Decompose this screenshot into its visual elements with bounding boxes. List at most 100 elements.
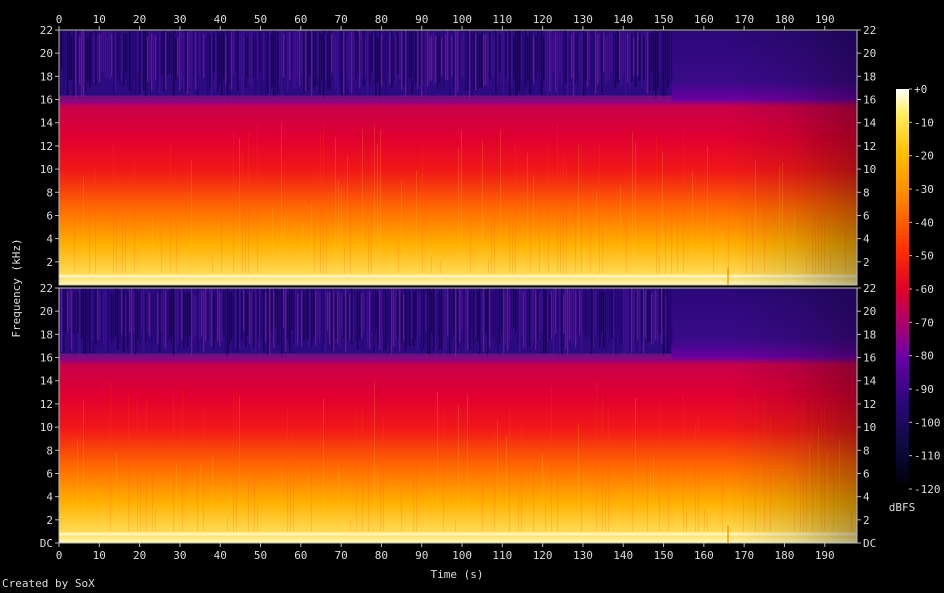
noise-stripe <box>441 289 443 349</box>
noise-stripe <box>347 37 349 78</box>
noise-stripe <box>249 291 251 344</box>
noise-stripe <box>429 36 431 81</box>
noise-stripe <box>637 31 639 76</box>
noise-stripe <box>485 35 487 85</box>
streak <box>308 475 309 532</box>
noise-stripe <box>193 294 195 339</box>
x-tick-label: 70 <box>334 549 347 562</box>
noise-stripe <box>547 30 549 96</box>
x-tick-label-top: 160 <box>694 13 714 26</box>
streak <box>335 137 336 274</box>
noise-stripe <box>527 36 529 81</box>
streak <box>380 460 381 532</box>
noise-stripe <box>629 31 631 89</box>
noise-stripe <box>635 291 637 345</box>
x-tick-label-top: 90 <box>415 13 428 26</box>
noise-stripe <box>275 288 277 328</box>
noise-stripe <box>115 31 117 93</box>
noise-stripe <box>91 31 93 86</box>
noise-stripe <box>269 288 271 354</box>
streak <box>83 400 84 532</box>
noise-stripe <box>367 30 369 94</box>
noise-stripe <box>223 290 225 335</box>
noise-stripe <box>519 288 521 355</box>
noise-stripe <box>555 32 557 92</box>
noise-stripe <box>313 288 315 337</box>
noise-stripe <box>363 30 365 86</box>
noise-stripe <box>75 30 77 98</box>
noise-stripe <box>255 288 257 353</box>
noise-stripe <box>399 289 401 352</box>
noise-stripe <box>205 288 207 342</box>
streak <box>374 381 375 532</box>
noise-stripe <box>143 289 145 352</box>
noise-stripe <box>477 32 479 90</box>
noise-stripe <box>489 289 491 348</box>
noise-stripe <box>667 31 669 88</box>
noise-stripe <box>471 288 473 328</box>
noise-stripe <box>593 288 595 350</box>
streak <box>602 395 603 532</box>
noise-stripe <box>385 30 387 99</box>
streak <box>161 218 162 274</box>
streak <box>530 184 531 274</box>
noise-stripe <box>85 31 87 92</box>
noise-stripe <box>587 30 589 87</box>
noise-stripe <box>191 288 193 357</box>
x-tick-label: 170 <box>734 549 754 562</box>
streak <box>548 143 549 274</box>
noise-stripe <box>209 34 211 89</box>
noise-stripe <box>451 293 453 341</box>
streak <box>86 257 87 274</box>
noise-stripe <box>245 33 247 88</box>
noise-stripe <box>635 30 637 88</box>
streak <box>596 381 597 532</box>
streak <box>482 481 483 532</box>
noise-stripe <box>411 32 413 94</box>
noise-stripe <box>153 33 155 92</box>
noise-stripe <box>567 30 569 96</box>
noise-stripe <box>609 290 611 345</box>
noise-stripe <box>471 30 473 99</box>
noise-stripe <box>583 30 585 98</box>
y-tick-label: 10 <box>40 421 53 434</box>
noise-stripe <box>243 30 245 95</box>
noise-stripe <box>655 289 657 340</box>
streak <box>422 147 423 274</box>
noise-stripe <box>145 294 147 342</box>
noise-stripe <box>325 289 327 353</box>
noise-stripe <box>81 30 83 98</box>
noise-stripe <box>651 32 653 73</box>
noise-stripe <box>389 289 391 353</box>
x-tick-label: 100 <box>452 549 472 562</box>
noise-stripe <box>271 290 273 333</box>
y-axis-label: Frequency (kHz) <box>10 238 23 337</box>
noise-stripe <box>359 291 361 339</box>
noise-stripe <box>625 31 627 95</box>
noise-stripe <box>659 288 661 335</box>
noise-stripe <box>603 291 605 349</box>
noise-stripe <box>513 288 515 328</box>
noise-stripe <box>169 32 171 74</box>
streak <box>695 422 696 532</box>
noise-stripe <box>505 291 507 345</box>
noise-stripe <box>385 289 387 350</box>
noise-stripe <box>207 30 209 95</box>
y-tick-label-right: 22 <box>863 282 876 295</box>
noise-stripe <box>413 291 415 347</box>
y-tick-label-right: 12 <box>863 140 876 153</box>
noise-stripe <box>633 289 635 352</box>
streak <box>491 222 492 274</box>
noise-stripe <box>613 288 615 357</box>
noise-stripe <box>663 288 665 357</box>
x-tick-label: 180 <box>775 549 795 562</box>
colorbar-tick-label: +0 <box>914 83 927 96</box>
streak <box>116 452 117 532</box>
streak <box>515 141 516 274</box>
streak <box>110 382 111 532</box>
noise-stripe <box>523 32 525 93</box>
noise-stripe <box>265 30 267 99</box>
noise-stripe <box>317 289 319 340</box>
streak <box>311 455 312 532</box>
